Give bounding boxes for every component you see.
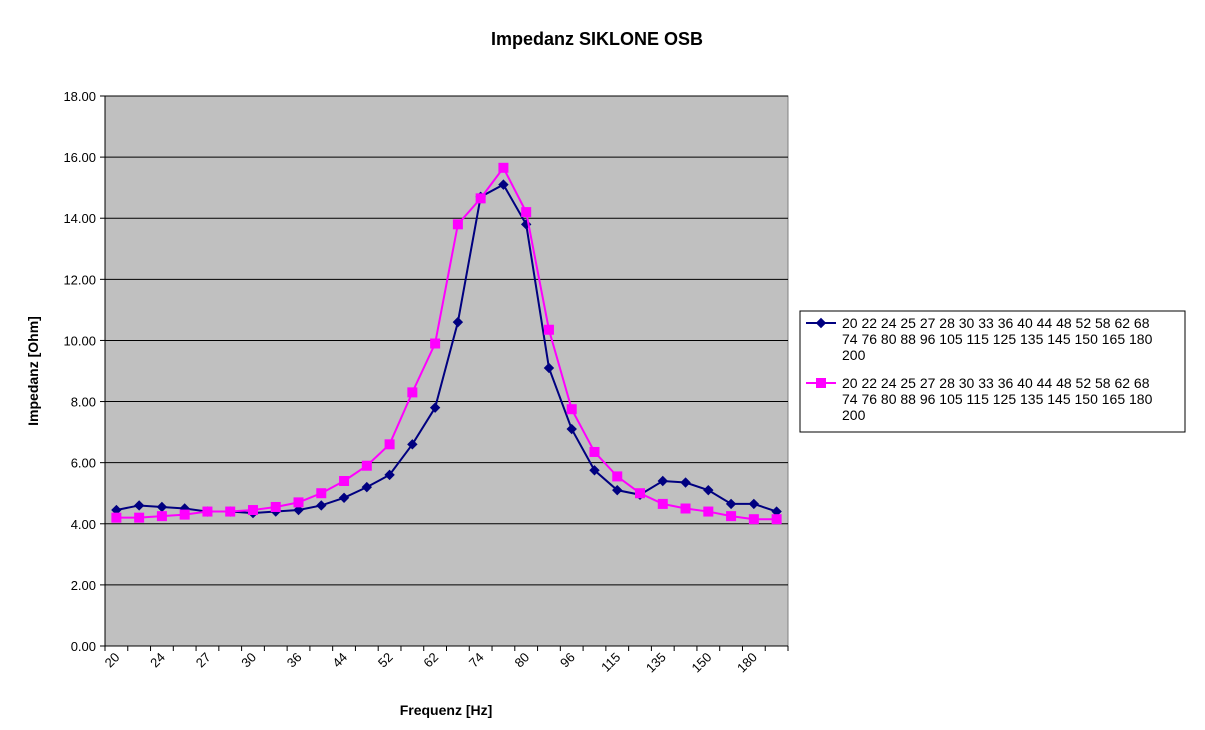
x-tick-label: 96 — [557, 650, 578, 671]
data-point — [293, 504, 304, 516]
x-tick-label: 30 — [238, 650, 259, 671]
data-point — [134, 512, 145, 523]
data-point — [430, 338, 441, 349]
y-tick-label: 12.00 — [63, 272, 96, 287]
data-point — [225, 506, 236, 517]
data-point — [815, 317, 827, 329]
y-tick-label: 14.00 — [63, 211, 96, 226]
y-tick-label: 0.00 — [71, 639, 96, 654]
data-point — [452, 316, 464, 328]
x-tick-label: 27 — [193, 650, 214, 671]
x-tick-label: 36 — [284, 650, 305, 671]
data-point — [407, 439, 418, 450]
legend-label: 20 22 24 25 27 28 30 33 36 40 44 48 52 5… — [842, 315, 1153, 363]
x-tick-label: 74 — [466, 650, 487, 671]
data-point — [703, 506, 714, 517]
data-point — [566, 404, 577, 415]
data-point — [543, 324, 554, 335]
data-point — [725, 498, 737, 510]
data-point — [589, 446, 600, 457]
legend: 20 22 24 25 27 28 30 33 36 40 44 48 52 5… — [799, 310, 1186, 433]
series-layer — [111, 162, 782, 525]
data-point — [361, 460, 372, 471]
data-point — [612, 471, 623, 482]
x-tick-label: 150 — [688, 650, 714, 676]
data-point — [680, 477, 691, 488]
x-axis: 20 24 27 30 36 44 52 62 74 80 96 115 135 150 180 — [102, 645, 789, 676]
legend-label: 20 22 24 25 27 28 30 33 36 40 44 48 52 5… — [842, 375, 1153, 423]
data-point — [816, 378, 826, 388]
data-point — [339, 476, 350, 486]
y-tick-label: 2.00 — [71, 578, 96, 593]
x-tick-label: 52 — [375, 650, 396, 671]
data-point — [316, 488, 327, 499]
data-point — [452, 219, 463, 230]
data-point — [657, 498, 668, 509]
legend-entry: 20 22 24 25 27 28 30 33 36 40 44 48 52 5… — [806, 315, 1153, 363]
x-tick-label: 20 — [102, 650, 123, 671]
x-tick-label: 80 — [511, 650, 532, 671]
data-point — [771, 514, 782, 525]
legend-box — [799, 310, 1186, 433]
data-point — [543, 362, 555, 374]
data-point — [111, 512, 122, 523]
legend-entry: 20 22 24 25 27 28 30 33 36 40 44 48 52 5… — [806, 375, 1153, 423]
y-tick-label: 16.00 — [63, 150, 96, 165]
x-axis-label: Frequenz [Hz] — [400, 702, 493, 718]
data-point — [429, 402, 441, 413]
y-tick-label: 4.00 — [71, 517, 96, 532]
y-tick-label: 8.00 — [71, 395, 96, 410]
x-tick-label: 115 — [598, 650, 623, 675]
y-tick-label: 18.00 — [63, 89, 96, 104]
data-point — [657, 475, 668, 487]
y-tick-label: 10.00 — [63, 333, 96, 348]
data-point — [475, 193, 486, 204]
data-point — [202, 506, 213, 517]
data-point — [361, 481, 373, 493]
data-point — [726, 511, 737, 522]
x-tick-label: 62 — [420, 650, 441, 671]
data-point — [635, 488, 646, 499]
data-point — [270, 501, 281, 512]
chart-title: Impedanz SIKLONE OSB — [491, 29, 703, 49]
plot-area — [104, 95, 789, 647]
data-point — [338, 492, 350, 504]
data-point — [498, 179, 509, 190]
data-point — [407, 387, 418, 398]
data-point — [566, 423, 577, 435]
data-point — [384, 469, 395, 481]
data-point — [703, 484, 714, 496]
data-point — [316, 500, 327, 511]
data-point — [612, 484, 623, 496]
data-point — [748, 514, 759, 525]
data-point — [521, 207, 532, 218]
data-point — [293, 497, 304, 508]
series-2 — [111, 162, 782, 525]
data-point — [589, 465, 600, 476]
y-axis-label: Impedanz [Ohm] — [25, 316, 41, 426]
x-tick-label: 180 — [734, 650, 760, 676]
data-point — [384, 439, 395, 450]
data-point — [680, 503, 691, 514]
x-tick-label: 135 — [643, 650, 669, 676]
y-tick-label: 6.00 — [71, 456, 96, 471]
x-tick-label: 44 — [329, 650, 350, 671]
x-tick-label: 24 — [147, 650, 168, 671]
data-point — [247, 505, 258, 516]
data-point — [156, 511, 167, 522]
data-point — [748, 498, 760, 510]
data-point — [498, 162, 509, 173]
data-point — [179, 509, 190, 520]
y-axis: 0.00 2.00 4.00 6.00 8.00 10.00 12.00 14.00 16.00… — [63, 89, 106, 654]
data-point — [133, 500, 145, 511]
